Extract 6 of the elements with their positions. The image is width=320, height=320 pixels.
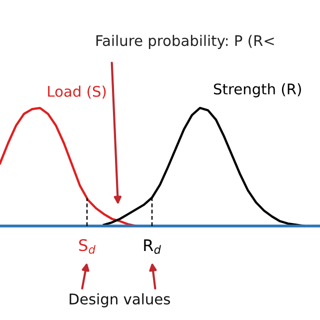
series-label: Strength (R)	[214, 83, 301, 98]
text: R$_{d}$	[144, 239, 161, 254]
text: Failure probability: P (R<	[96, 34, 274, 49]
text: S$_{d}$	[79, 239, 96, 254]
text: Design values	[70, 293, 170, 308]
series-label: Load (S)	[48, 86, 106, 99]
